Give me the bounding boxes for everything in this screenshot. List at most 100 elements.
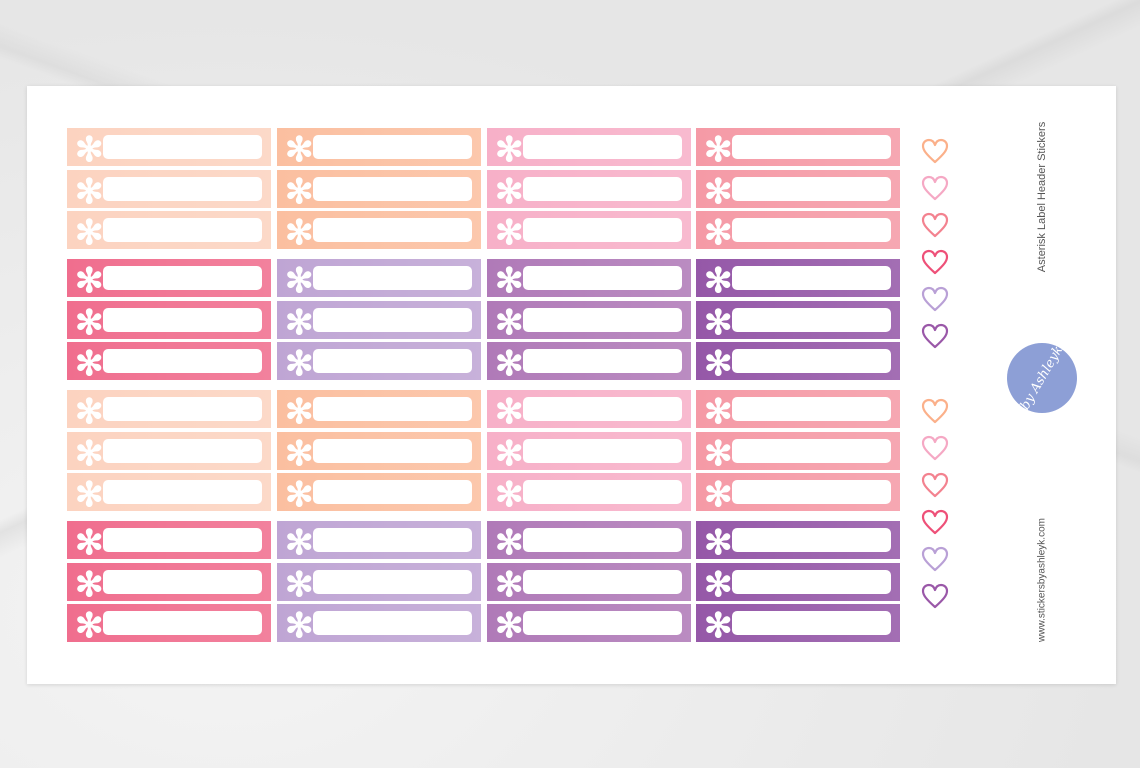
asterisk-icon: ✻ <box>75 607 104 645</box>
label-blank-area <box>103 528 262 552</box>
heart-outline-icon <box>920 396 950 426</box>
label-sticker: ✻ <box>67 169 271 211</box>
label-blank-area <box>523 218 682 242</box>
label-sticker: ✻ <box>277 128 481 169</box>
label-blank-area <box>313 528 472 552</box>
asterisk-icon: ✻ <box>285 303 314 342</box>
label-blank-area <box>103 266 262 290</box>
label-sticker: ✻ <box>487 473 691 514</box>
label-blank-area <box>313 266 472 290</box>
label-sticker: ✻ <box>696 128 900 167</box>
asterisk-icon: ✻ <box>285 131 314 169</box>
asterisk-icon: ✻ <box>704 524 733 562</box>
label-sticker: ✻ <box>277 562 481 602</box>
asterisk-icon: ✻ <box>285 214 314 252</box>
asterisk-icon: ✻ <box>285 524 314 562</box>
label-sticker: ✻ <box>277 604 481 643</box>
label-sticker: ✻ <box>67 259 271 300</box>
label-blank-area <box>732 349 891 373</box>
heart-outline-icon <box>920 284 950 314</box>
heart-outline-icon <box>920 173 950 203</box>
label-sticker: ✻ <box>696 259 900 298</box>
asterisk-icon: ✻ <box>285 262 314 300</box>
label-blank-area <box>732 218 891 242</box>
website-url: www.stickersbyashleyk.com <box>1036 518 1048 642</box>
label-blank-area <box>732 569 891 594</box>
label-blank-area <box>523 307 682 332</box>
asterisk-icon: ✻ <box>704 434 733 473</box>
label-sticker: ✻ <box>67 604 271 645</box>
label-blank-area <box>523 349 682 373</box>
sticker-sheet: ✻ ✻ ✻ ✻ ✻ ✻ ✻ ✻ ✻ ✻ ✻ ✻ ✻ ✻ ✻ ✻ ✻ ✻ ✻ ✻ ✻ ✻ ✻ ✻ ✻ ✻ ✻ ✻ ✻ ✻ ✻ ✻ ✻ ✻ ✻ ✻ ✻ ✻ ✻ ✻… <box>27 86 1116 684</box>
asterisk-icon: ✻ <box>704 607 733 645</box>
label-sticker: ✻ <box>696 473 900 514</box>
asterisk-icon: ✻ <box>704 303 733 342</box>
asterisk-icon: ✻ <box>704 172 733 211</box>
label-blank-area <box>103 480 262 504</box>
asterisk-icon: ✻ <box>495 214 524 252</box>
asterisk-icon: ✻ <box>495 476 524 514</box>
asterisk-icon: ✻ <box>75 476 104 514</box>
label-blank-area <box>313 480 472 504</box>
label-sticker: ✻ <box>696 169 900 211</box>
label-blank-area <box>313 569 472 594</box>
asterisk-icon: ✻ <box>704 565 733 604</box>
asterisk-icon: ✻ <box>285 476 314 514</box>
label-blank-area <box>103 349 262 373</box>
label-blank-area <box>313 349 472 373</box>
label-sticker: ✻ <box>487 211 691 252</box>
label-sticker: ✻ <box>487 342 691 383</box>
asterisk-icon: ✻ <box>495 303 524 342</box>
label-sticker: ✻ <box>487 390 691 429</box>
label-blank-area <box>103 611 262 635</box>
asterisk-icon: ✻ <box>285 393 314 431</box>
label-blank-area <box>732 135 891 159</box>
label-blank-area <box>103 176 262 201</box>
label-sticker: ✻ <box>67 473 271 514</box>
label-blank-area <box>523 528 682 552</box>
label-blank-area <box>103 135 262 159</box>
label-sticker: ✻ <box>696 521 900 562</box>
label-sticker: ✻ <box>277 390 481 431</box>
label-sticker: ✻ <box>696 211 900 250</box>
asterisk-icon: ✻ <box>285 172 314 211</box>
heart-outline-icon <box>920 581 950 611</box>
asterisk-icon: ✻ <box>75 262 104 300</box>
label-blank-area <box>523 569 682 594</box>
label-blank-area <box>523 176 682 201</box>
asterisk-icon: ✻ <box>75 303 104 342</box>
label-blank-area <box>523 480 682 504</box>
label-sticker: ✻ <box>67 431 271 473</box>
heart-outline-icon <box>920 470 950 500</box>
label-blank-area <box>732 176 891 201</box>
asterisk-icon: ✻ <box>495 345 524 383</box>
label-sticker: ✻ <box>696 562 900 604</box>
label-sticker: ✻ <box>487 128 691 167</box>
asterisk-icon: ✻ <box>285 434 314 473</box>
brand-logo: by Ashleyk <box>1007 343 1077 413</box>
asterisk-icon: ✻ <box>75 434 104 473</box>
sheet-title: Asterisk Label Header Stickers <box>1036 121 1048 273</box>
asterisk-icon: ✻ <box>495 172 524 211</box>
label-blank-area <box>313 307 472 332</box>
label-blank-area <box>732 480 891 504</box>
asterisk-icon: ✻ <box>704 476 733 514</box>
asterisk-icon: ✻ <box>75 172 104 211</box>
asterisk-icon: ✻ <box>75 214 104 252</box>
label-blank-area <box>732 611 891 635</box>
label-blank-area <box>732 528 891 552</box>
label-sticker: ✻ <box>487 300 691 342</box>
label-sticker: ✻ <box>487 604 691 643</box>
asterisk-icon: ✻ <box>704 345 733 383</box>
label-sticker: ✻ <box>487 431 691 471</box>
label-sticker: ✻ <box>696 300 900 342</box>
asterisk-icon: ✻ <box>75 345 104 383</box>
label-sticker: ✻ <box>487 562 691 602</box>
heart-outline-icon <box>920 247 950 277</box>
label-blank-area <box>313 135 472 159</box>
asterisk-icon: ✻ <box>495 262 524 300</box>
asterisk-icon: ✻ <box>704 393 733 431</box>
asterisk-icon: ✻ <box>75 565 104 604</box>
label-sticker: ✻ <box>696 342 900 383</box>
label-sticker: ✻ <box>67 390 271 429</box>
